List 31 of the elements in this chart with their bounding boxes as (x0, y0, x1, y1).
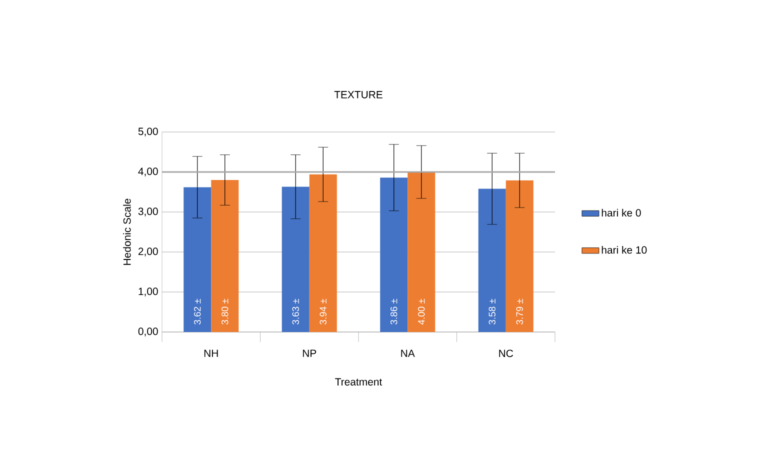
bar (282, 186, 310, 332)
y-tick-label: 0,00 (138, 328, 158, 336)
y-axis-title: Hedonic Scale (123, 198, 131, 265)
chart-title: TEXTURE (334, 91, 382, 98)
x-tick-label: NA (401, 350, 415, 357)
data-label: 3.62 ± (194, 298, 201, 324)
data-label: 4.00 ± (418, 298, 425, 325)
y-tick-label: 2,00 (138, 248, 158, 256)
data-label: 3.79 ± (516, 298, 523, 324)
bar (478, 188, 506, 332)
bar (380, 178, 408, 332)
data-label: 3.80 ± (222, 298, 228, 324)
x-tick-label: NH (204, 350, 218, 357)
bar (309, 174, 337, 332)
y-tick-label: 5,00 (138, 128, 158, 136)
bar (211, 180, 239, 332)
legend-label: hari ke 0 (602, 208, 641, 217)
y-tick-label: 4,00 (138, 168, 158, 176)
legend-label: hari ke 10 (602, 246, 647, 254)
bar (184, 187, 212, 332)
y-tick-label: 1,00 (138, 288, 158, 296)
x-axis-title: Treatment (335, 378, 382, 386)
data-label: 3.86 ± (390, 298, 398, 324)
x-tick-label: NP (302, 350, 316, 357)
data-label: 3.63 ± (292, 298, 299, 324)
data-label: 3.58 ± (488, 298, 496, 324)
bar (506, 180, 534, 332)
y-tick-label: 3,00 (138, 208, 158, 216)
bar (408, 172, 436, 332)
data-label: 3.94 ± (320, 298, 326, 324)
x-tick-label: NC (499, 350, 514, 358)
